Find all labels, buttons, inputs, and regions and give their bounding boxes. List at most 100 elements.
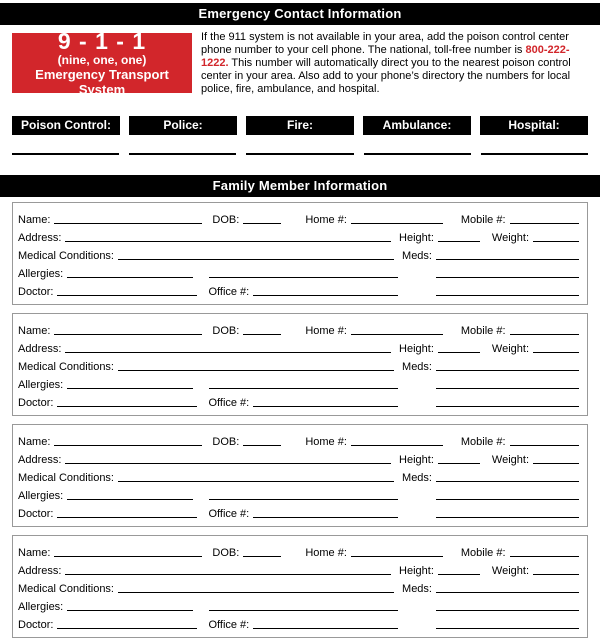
doctor-blank <box>57 615 198 629</box>
allergies-label: Allergies: <box>18 490 64 502</box>
allergies-blank <box>67 486 194 500</box>
poison-control-phone-number: 800-222-1222. <box>201 44 570 69</box>
weight-blank <box>533 450 579 464</box>
doctor-label: Doctor: <box>18 619 54 631</box>
meds-blank <box>436 246 579 260</box>
contact-label-hospital: Hospital: <box>480 116 588 135</box>
911-number: 9 - 1 - 1 <box>57 28 147 54</box>
member-row-allergies: Allergies: <box>18 262 579 280</box>
weight-blank <box>533 561 579 575</box>
medical-conditions-blank <box>118 579 395 593</box>
weight-blank <box>533 228 579 242</box>
allergies-continued-blank <box>209 375 398 389</box>
home-phone-blank <box>350 543 443 557</box>
member-row-doctor: Doctor: Office #: <box>18 280 579 298</box>
member-row-doctor: Doctor: Office #: <box>18 502 579 520</box>
meds-continued-blank <box>436 597 579 611</box>
section-header-family: Family Member Information <box>0 175 600 197</box>
medical-conditions-label: Medical Conditions: <box>18 250 114 262</box>
section-header-family-label: Family Member Information <box>212 178 388 193</box>
family-member-block: Name: DOB: Home #: Mobile #: Address: He… <box>12 313 588 416</box>
contact-blank-line <box>363 135 471 155</box>
home-phone-label: Home #: <box>305 436 347 448</box>
dob-blank <box>243 210 282 224</box>
member-row-allergies: Allergies: <box>18 373 579 391</box>
member-row-address: Address: Height: Weight: <box>18 559 579 577</box>
member-row-name: Name: DOB: Home #: Mobile #: <box>18 319 579 337</box>
office-phone-blank <box>253 504 398 518</box>
meds-continued-blank-2 <box>436 282 579 296</box>
meds-blank <box>436 579 579 593</box>
member-row-medical: Medical Conditions: Meds: <box>18 466 579 484</box>
home-phone-label: Home #: <box>305 214 347 226</box>
medical-conditions-blank <box>118 246 395 260</box>
meds-continued-blank <box>436 375 579 389</box>
name-blank <box>54 432 203 446</box>
office-phone-blank <box>253 615 398 629</box>
mobile-phone-label: Mobile #: <box>460 325 506 337</box>
meds-label: Meds: <box>402 250 432 262</box>
address-blank <box>65 561 392 575</box>
member-row-medical: Medical Conditions: Meds: <box>18 244 579 262</box>
allergies-continued-blank <box>209 597 398 611</box>
meds-label: Meds: <box>402 361 432 373</box>
dob-label: DOB: <box>212 325 240 337</box>
address-label: Address: <box>18 454 62 466</box>
contact-blank-row <box>12 135 589 155</box>
contact-label-police: Police: <box>129 116 237 135</box>
contact-blank-line <box>246 135 354 155</box>
address-label: Address: <box>18 232 62 244</box>
intro-row: 9 - 1 - 1 (nine, one, one) Emergency Tra… <box>12 29 588 97</box>
family-member-block: Name: DOB: Home #: Mobile #: Address: He… <box>12 202 588 305</box>
meds-continued-blank <box>436 486 579 500</box>
medical-conditions-blank <box>118 468 395 482</box>
contact-label-poisoncontrol: Poison Control: <box>12 116 120 135</box>
member-row-name: Name: DOB: Home #: Mobile #: <box>18 208 579 226</box>
member-row-doctor: Doctor: Office #: <box>18 391 579 409</box>
911-subtitle: (nine, one, one) <box>57 53 147 67</box>
contact-blank-line <box>480 135 589 155</box>
member-row-address: Address: Height: Weight: <box>18 226 579 244</box>
height-label: Height: <box>399 232 434 244</box>
intro-text-before: If the 911 system is not available in yo… <box>201 31 569 56</box>
doctor-label: Doctor: <box>18 286 54 298</box>
height-label: Height: <box>399 343 434 355</box>
member-row-address: Address: Height: Weight: <box>18 337 579 355</box>
dob-label: DOB: <box>212 214 240 226</box>
dob-label: DOB: <box>212 547 240 559</box>
mobile-phone-label: Mobile #: <box>460 214 506 226</box>
medical-conditions-label: Medical Conditions: <box>18 472 114 484</box>
mobile-phone-blank <box>509 432 579 446</box>
doctor-label: Doctor: <box>18 397 54 409</box>
contact-blank-line <box>12 135 120 155</box>
dob-blank <box>243 432 282 446</box>
emergency-form-page: Emergency Contact Information 9 - 1 - 1 … <box>0 3 600 638</box>
dob-blank <box>243 543 282 557</box>
member-row-allergies: Allergies: <box>18 595 579 613</box>
doctor-blank <box>57 504 198 518</box>
contact-label-row: Poison Control: Police: Fire: Ambulance: Hos… <box>12 116 588 135</box>
name-label: Name: <box>18 325 51 337</box>
mobile-phone-blank <box>509 321 579 335</box>
allergies-blank <box>67 264 194 278</box>
office-phone-label: Office #: <box>208 397 250 409</box>
section-header-emergency: Emergency Contact Information <box>0 3 600 25</box>
mobile-phone-label: Mobile #: <box>460 547 506 559</box>
meds-continued-blank-2 <box>436 393 579 407</box>
member-row-allergies: Allergies: <box>18 484 579 502</box>
911-emergency-box: 9 - 1 - 1 (nine, one, one) Emergency Tra… <box>12 29 192 97</box>
office-phone-label: Office #: <box>208 508 250 520</box>
member-row-name: Name: DOB: Home #: Mobile #: <box>18 541 579 559</box>
section-header-emergency-label: Emergency Contact Information <box>198 6 402 21</box>
weight-label: Weight: <box>491 565 529 577</box>
intro-text-after: This number will automatically direct yo… <box>201 57 571 95</box>
dob-blank <box>243 321 282 335</box>
meds-blank <box>436 468 579 482</box>
weight-label: Weight: <box>491 454 529 466</box>
allergies-label: Allergies: <box>18 379 64 391</box>
meds-blank <box>436 357 579 371</box>
meds-continued-blank <box>436 264 579 278</box>
height-blank <box>437 561 480 575</box>
intro-paragraph: If the 911 system is not available in yo… <box>201 31 588 96</box>
height-blank <box>437 339 480 353</box>
